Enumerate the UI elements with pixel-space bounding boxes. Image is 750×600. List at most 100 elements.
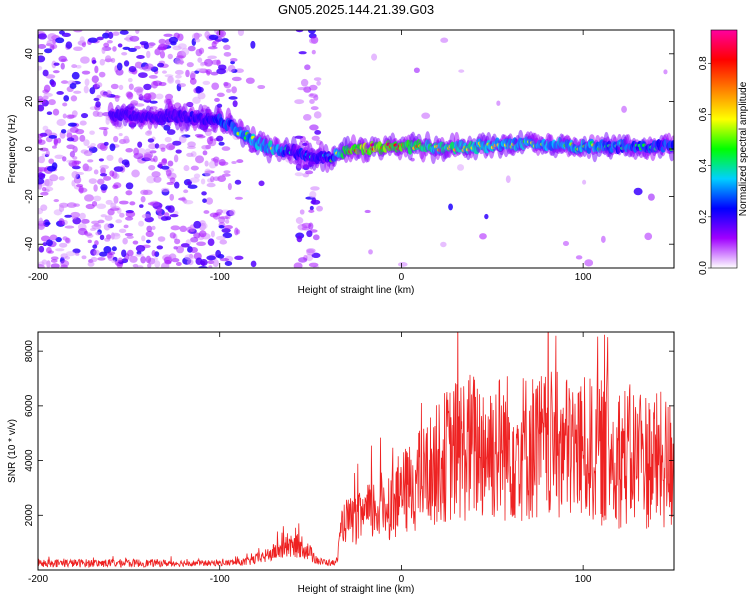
spectrogram-noise-cell — [107, 251, 116, 255]
spectrogram-noise-cell — [457, 164, 465, 171]
spectrogram-noise-cell — [479, 233, 487, 240]
spectrogram-noise-cell — [227, 183, 232, 191]
spectrogram-y-tick-label: 0 — [24, 146, 35, 152]
spectrogram-noise-cell — [67, 122, 78, 127]
spectrogram-noise-cell — [179, 58, 184, 65]
spectrogram-noise-cell — [200, 178, 206, 185]
spectrogram-noise-cell — [91, 75, 99, 84]
spectrogram-noise-cell — [106, 40, 113, 44]
spectrogram-noise-cell — [38, 172, 44, 179]
spectrogram-noise-cell — [179, 225, 187, 232]
spectrogram-noise-cell — [71, 64, 77, 69]
spectrogram-noise-cell — [56, 91, 64, 95]
spectrogram-x-tick-label: -200 — [28, 272, 48, 283]
spectrogram-noise-cell — [310, 199, 321, 205]
spectrogram-noise-cell — [215, 249, 222, 258]
spectrogram-noise-cell — [95, 231, 101, 236]
spectrogram-noise-cell — [46, 111, 53, 116]
spectrogram-noise-cell — [202, 198, 207, 203]
spectrogram-noise-cell — [138, 220, 145, 227]
spectrogram-noise-cell — [75, 252, 80, 256]
spectrogram-noise-cell — [211, 82, 220, 90]
spectrogram-noise-cell — [65, 237, 71, 244]
spectrogram-noise-cell — [159, 50, 166, 59]
spectrogram-noise-cell — [89, 227, 97, 231]
spectrogram-noise-cell — [223, 82, 232, 89]
spectrogram-noise-cell — [209, 135, 214, 142]
spectrogram-noise-cell — [218, 216, 226, 224]
spectrogram-noise-cell — [89, 87, 96, 95]
spectrogram-noise-cell — [156, 245, 164, 250]
spectrogram-noise-cell — [107, 31, 114, 39]
spectrogram-noise-cell — [309, 38, 316, 44]
spectrogram-noise-cell — [210, 230, 215, 238]
spectrogram-noise-cell — [309, 191, 317, 199]
spectrogram-noise-cell — [219, 258, 230, 262]
spectrogram-noise-cell — [162, 70, 167, 74]
snr-y-tick-label: 8000 — [24, 340, 35, 363]
spectrogram-noise-cell — [197, 92, 206, 100]
snr-y-tick-label: 4000 — [24, 449, 35, 472]
spectrogram-noise-cell — [484, 213, 489, 220]
spectrogram-noise-cell — [112, 46, 117, 52]
spectrogram-noise-cell — [221, 228, 231, 233]
spectrogram-noise-cell — [105, 199, 113, 205]
spectrogram-noise-cell — [93, 195, 102, 202]
spectrogram-noise-cell — [146, 239, 151, 244]
spectrogram-noise-cell — [168, 253, 177, 261]
spectrogram-noise-cell — [69, 83, 77, 90]
spectrogram-noise-cell — [38, 65, 43, 71]
spectrogram-noise-cell — [186, 259, 194, 266]
spectrogram-noise-cell — [62, 156, 67, 162]
spectrogram-noise-cell — [308, 209, 315, 213]
spectrogram-noise-cell — [178, 135, 187, 144]
spectrogram-noise-cell — [135, 244, 146, 252]
spectrogram-noise-cell — [91, 59, 97, 64]
spectrogram-noise-cell — [158, 38, 166, 45]
spectrogram-noise-cell — [149, 150, 157, 154]
spectrogram-noise-cell — [644, 232, 653, 241]
snr-y-ticks: 2000 4000 6000 8000 — [24, 340, 674, 526]
spectrogram-noise-cell — [38, 104, 45, 112]
spectrogram-noise-cell — [116, 62, 123, 71]
spectrogram-y-tick-label: 40 — [24, 48, 35, 60]
spectrogram-noise-cell — [250, 260, 257, 268]
spectrogram-noise-cell — [310, 106, 319, 111]
spectrogram-noise-cell — [174, 238, 181, 245]
spectrogram-noise-cell — [110, 83, 119, 90]
spectrogram-noise-cell — [647, 193, 655, 201]
spectrogram-noise-cell — [130, 100, 139, 106]
spectrogram-noise-cell — [245, 77, 255, 84]
snr-x-tick-label: 100 — [575, 574, 592, 585]
spectrogram-noise-cell — [38, 138, 43, 144]
spectrogram-noise-cell — [217, 175, 227, 182]
spectrogram-noise-cell — [132, 240, 139, 245]
spectrogram-noise-cell — [143, 92, 152, 100]
spectrogram-noise-cell — [196, 241, 206, 247]
spectrogram-noise-cell — [298, 51, 307, 55]
spectrogram-noise-cell — [53, 199, 60, 203]
spectrogram-noise-cell — [168, 36, 179, 44]
snr-frame — [37, 331, 675, 571]
spectrogram-noise-cell — [48, 135, 58, 139]
spectrogram-noise-cell — [46, 165, 57, 172]
spectrogram-noise-cell — [38, 217, 43, 225]
spectrogram-noise-cell — [44, 48, 53, 54]
colorbar-tick-label: 0.2 — [698, 209, 709, 223]
spectrogram-noise-cell — [50, 259, 58, 263]
spectrogram-noise-cell — [75, 64, 82, 69]
spectrogram-noise-cell — [234, 196, 243, 200]
spectrogram-noise-cell — [109, 143, 116, 152]
spectrogram-noise-cell — [103, 175, 112, 181]
spectrogram-noise-cell — [125, 216, 134, 221]
spectrogram-noise-cell — [93, 169, 99, 175]
spectrogram-noise-cell — [458, 69, 465, 73]
spectrogram-noise-cell — [228, 96, 238, 100]
spectrogram-x-tick-label: -100 — [210, 272, 230, 283]
snr-y-axis-label: SNR (10 * v/v) — [7, 419, 18, 483]
spectrogram-noise-cell — [207, 46, 218, 50]
spectrogram-noise-cell — [83, 85, 89, 94]
spectrogram-noise-cell — [309, 124, 319, 131]
spectrogram-noise-cell — [210, 71, 219, 76]
snr-x-axis-label: Height of straight line (km) — [298, 584, 415, 595]
